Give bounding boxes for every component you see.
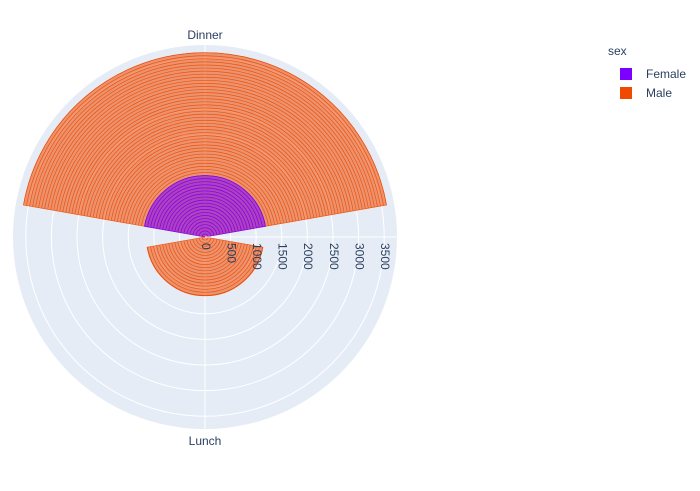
legend-swatch-female (620, 68, 632, 80)
bar-segment (101, 132, 309, 219)
bar-segment (122, 153, 288, 223)
bar-segment (180, 241, 230, 262)
bar-segment (89, 119, 321, 217)
legend-label-female: Female (646, 67, 687, 81)
bar-segment (53, 83, 357, 211)
bar-segment (138, 169, 272, 226)
bar-segment (174, 242, 236, 268)
bar-segment (174, 206, 236, 232)
legend-item-female[interactable]: Female (620, 66, 686, 82)
bar-segment (132, 163, 278, 225)
bar-segment (156, 187, 254, 229)
bar-segment (59, 89, 351, 212)
legend-swatch-male (620, 87, 632, 99)
bar-segment (56, 86, 354, 211)
bar-segment (104, 135, 306, 220)
radial-tick-label: 2500 (327, 243, 341, 270)
bar-segment (32, 61, 378, 207)
bar-segment (177, 241, 233, 265)
bar-segment (171, 242, 239, 272)
bar-segment (168, 243, 242, 275)
bar-segment (77, 107, 333, 215)
bar-segment (201, 233, 209, 237)
bar-segment (44, 73, 366, 209)
bar-segment (98, 129, 312, 219)
bar-segment (68, 98, 342, 214)
bar-segment (150, 246, 260, 293)
bar-segment (47, 76, 363, 210)
bar-segment (162, 244, 248, 281)
bar-segment (186, 218, 224, 234)
bar-segment (141, 172, 269, 226)
radial-tick-label: 3500 (378, 243, 392, 270)
bar-segment (198, 237, 212, 244)
bar-segment (74, 104, 336, 215)
bar-segment (183, 215, 227, 234)
bar-segment (189, 239, 221, 253)
bar-segment (41, 70, 369, 209)
bar-segment (62, 92, 348, 212)
bar-male-lunch (146, 236, 264, 297)
bar-segment (153, 184, 257, 228)
bar-segment (195, 227, 215, 236)
bar-segment (71, 101, 339, 214)
bar-segment (159, 190, 251, 230)
bar-segment (144, 175, 266, 227)
bar-segment (113, 144, 297, 222)
bar-segment (38, 67, 372, 208)
radial-tick-label: 1500 (276, 243, 290, 270)
bar-segment (116, 147, 294, 222)
radial-tick-label: 1000 (250, 243, 264, 270)
bar-segment (29, 58, 381, 207)
angular-label-lunch: Lunch (189, 434, 222, 448)
bar-segment (195, 238, 215, 247)
bar-segment (110, 141, 300, 221)
bar-segment (86, 116, 324, 217)
radial-tick-label: 0 (199, 243, 213, 250)
bar-segment (129, 159, 281, 224)
bar-segment (198, 230, 212, 237)
bar-segment (23, 52, 387, 206)
bar-segment (119, 150, 291, 223)
bar-segment (180, 212, 230, 233)
bar-segment (125, 156, 285, 224)
bar-segment (153, 246, 257, 290)
bar-segment (26, 55, 384, 206)
bar-segment (192, 239, 218, 250)
bar-segment (83, 113, 327, 216)
bar-segment (150, 181, 260, 228)
angular-label-dinner: Dinner (187, 28, 222, 42)
bar-segment (189, 221, 221, 235)
bar-segment (135, 166, 275, 225)
radial-tick-label: 3000 (352, 243, 366, 270)
legend-label-male: Male (646, 86, 673, 100)
bar-segment (171, 202, 239, 232)
bar-segment (147, 247, 263, 296)
legend-item-male[interactable]: Male (620, 85, 672, 101)
bar-segment (65, 95, 345, 213)
bar-segment (156, 245, 254, 287)
bar-segment (147, 178, 263, 227)
radial-tick-label: 2000 (301, 243, 315, 270)
bar-segment (165, 243, 245, 278)
bar-segment (92, 122, 318, 218)
bar-segment (192, 224, 218, 235)
legend-title: sex (608, 44, 627, 58)
bar-segment (177, 209, 233, 233)
bar-segment (159, 244, 251, 284)
bar-segment (183, 240, 227, 259)
bar-segment (168, 199, 242, 231)
bar-segment (165, 196, 245, 231)
bar-segment (201, 237, 209, 241)
bar-segment (95, 126, 315, 218)
radial-tick-label: 500 (224, 243, 238, 263)
bar-segment (35, 64, 375, 208)
bar-segment (80, 110, 330, 216)
bar-segment (50, 79, 360, 210)
bar-segment (107, 138, 303, 220)
bar-segment (186, 240, 224, 256)
bar-segment (162, 193, 248, 230)
